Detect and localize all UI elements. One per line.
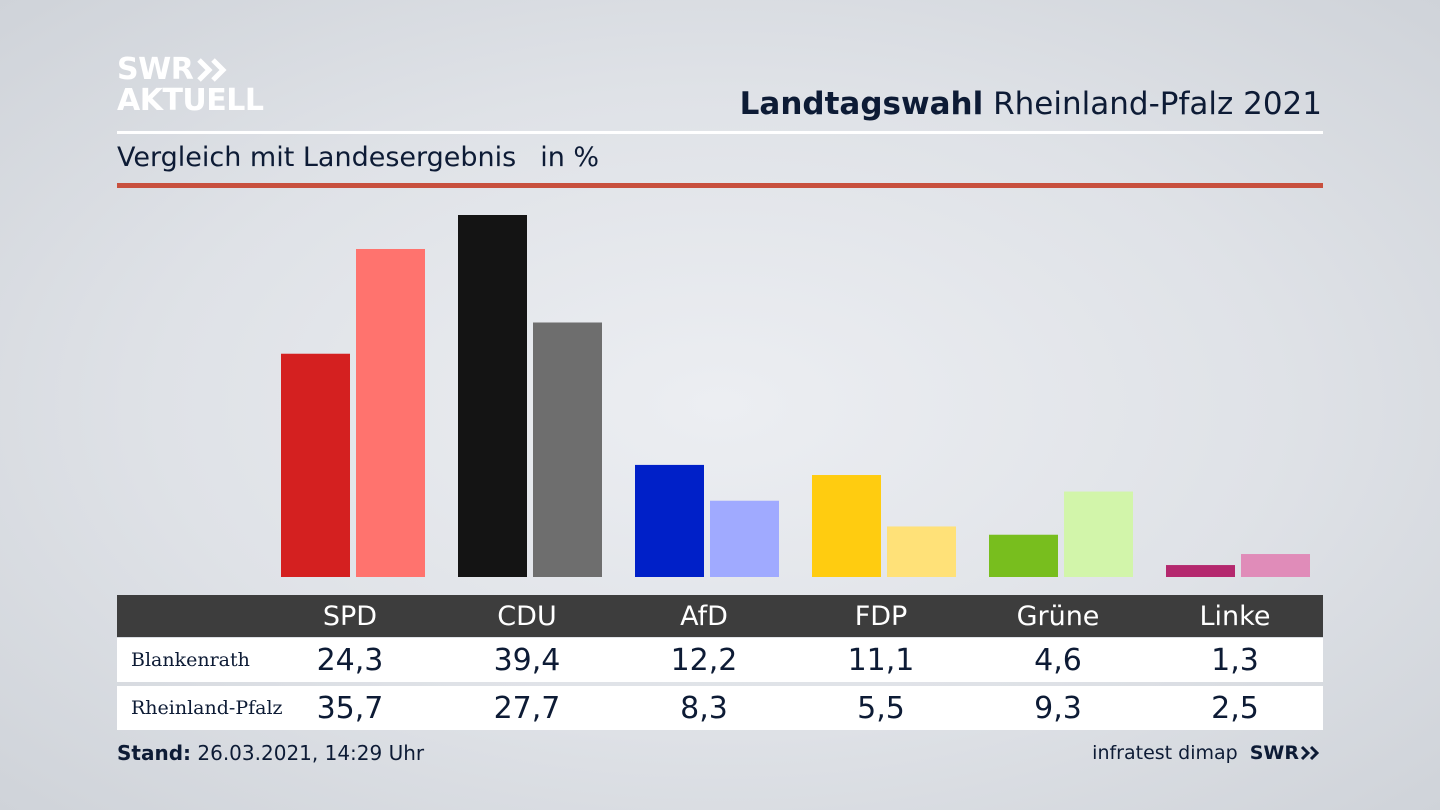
title-bold: Landtagswahl [739,86,984,122]
value-cell: 8,3 [680,690,728,726]
table-row: Blankenrath 24,3 39,4 12,2 11,1 4,6 1,3 [117,638,1323,682]
bar-grüne-local [989,534,1058,577]
bar-linke-local [1166,565,1235,577]
table-header: SPD CDU AfD FDP Grüne Linke [117,595,1323,637]
row-label: Rheinland-Pfalz [131,697,283,719]
value-cell: 1,3 [1211,642,1259,678]
header-gruene: Grüne [1016,600,1100,632]
stand-label: Stand: [117,741,192,765]
title-divider [117,131,1323,134]
bar-spd-local [281,353,350,577]
chart-subtitle: Vergleich mit Landesergebnis in % [117,142,599,173]
stand-value: 26.03.2021, 14:29 Uhr [197,741,425,765]
logo-text-swr: SWR [117,52,194,87]
bar-spd-state [356,248,425,577]
value-cell: 12,2 [670,642,738,678]
header-fdp: FDP [854,600,908,632]
value-cell: 5,5 [857,690,905,726]
bar-afd-local [635,464,704,577]
value-cell: 39,4 [493,642,561,678]
bar-afd-state [710,500,779,577]
header-cdu: CDU [497,600,557,632]
header-spd: SPD [322,600,378,632]
bar-fdp-local [812,475,881,577]
row-label: Blankenrath [131,649,250,671]
table-row: Rheinland-Pfalz 35,7 27,7 8,3 5,5 9,3 2,… [117,686,1323,730]
swr-footer-text: SWR [1249,742,1299,764]
swr-aktuell-logo: SWR AKTUELL [117,54,264,116]
bar-fdp-state [887,526,956,577]
bar-grüne-state [1064,491,1133,577]
source-text: infratest dimap [1092,742,1238,764]
double-chevron-icon [197,57,227,82]
bar-linke-state [1241,554,1310,577]
subtitle-text: Vergleich mit Landesergebnis [117,142,517,173]
value-cell: 2,5 [1211,690,1259,726]
unit-text: in % [540,142,600,173]
chart-title: Landtagswahl Rheinland-Pfalz 2021 [740,86,1322,122]
source-credit: infratest dimap SWR [1092,742,1322,764]
bar-cdu-state [533,322,602,577]
header-linke: Linke [1199,600,1271,632]
value-cell: 35,7 [316,690,384,726]
double-chevron-icon [1300,745,1320,761]
timestamp: Stand: 26.03.2021, 14:29 Uhr [117,741,424,765]
accent-rule [117,183,1323,188]
logo-text-aktuell: AKTUELL [117,83,264,118]
value-cell: 9,3 [1034,690,1082,726]
value-cell: 4,6 [1034,642,1082,678]
value-cell: 11,1 [847,642,915,678]
bar-cdu-local [458,215,527,577]
header-afd: AfD [680,600,728,632]
swr-footer-logo: SWR [1250,742,1322,764]
title-rest: Rheinland-Pfalz 2021 [993,86,1322,122]
value-cell: 24,3 [316,642,384,678]
value-cell: 27,7 [493,690,561,726]
